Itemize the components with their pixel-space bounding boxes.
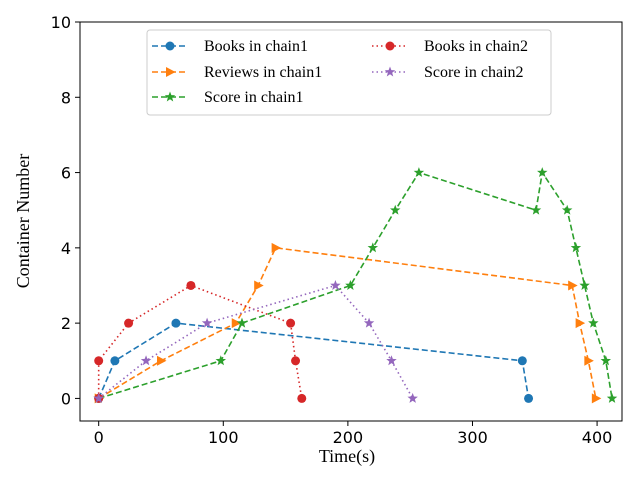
data-point [254, 280, 264, 291]
data-point [291, 356, 301, 366]
legend-entry: Books in chain2 [372, 38, 528, 55]
x-tick-label: 0 [94, 428, 104, 447]
y-tick-label: 6 [61, 164, 71, 183]
data-point [517, 356, 527, 366]
legend: Books in chain1 Reviews in chain1 Score in… [146, 29, 552, 116]
legend-entry: Score in chain2 [372, 64, 524, 81]
data-point [413, 167, 425, 178]
legend-entry: Score in chain1 [152, 89, 304, 106]
series-group [93, 167, 618, 403]
data-point [579, 279, 590, 290]
data-point [231, 318, 242, 329]
y-axis-label: Container Number [13, 154, 33, 288]
data-point [171, 318, 181, 328]
x-tick-label: 400 [582, 428, 613, 447]
data-point [584, 355, 594, 366]
data-point [606, 392, 618, 403]
data-point [156, 355, 167, 366]
x-tick-label: 200 [333, 428, 364, 447]
plot-area [79, 21, 623, 422]
y-tick-label: 2 [61, 314, 71, 333]
data-point [570, 242, 582, 253]
data-point [537, 167, 548, 178]
data-point [390, 204, 401, 215]
y-tick-label: 4 [61, 239, 71, 258]
x-tick-label: 100 [208, 428, 239, 447]
data-point [363, 317, 375, 328]
axis-ticks: 0 100 200 300 400 0 2 4 6 8 10 [51, 13, 613, 447]
data-point [588, 317, 599, 328]
data-point [561, 204, 573, 215]
data-point [524, 393, 534, 403]
data-point [94, 356, 104, 366]
data-point [93, 392, 104, 403]
series-group [94, 280, 307, 403]
data-point [367, 242, 379, 253]
legend-label: Books in chain2 [424, 38, 528, 55]
legend-marker [166, 67, 176, 77]
legend-marker [384, 66, 396, 77]
legend-label: Score in chain1 [204, 89, 304, 106]
data-point [530, 204, 542, 215]
data-point [591, 393, 602, 404]
legend-marker [385, 41, 395, 51]
data-point [271, 242, 282, 253]
legend-label: Reviews in chain1 [204, 64, 322, 81]
data-point [407, 392, 418, 403]
legend-label: Books in chain1 [204, 38, 308, 55]
data-point [575, 318, 586, 329]
legend-entry: Reviews in chain1 [152, 64, 322, 81]
legend-marker [164, 91, 176, 102]
data-point [140, 355, 152, 366]
y-tick-label: 0 [61, 389, 71, 408]
series-line [98, 246, 597, 400]
data-point [201, 317, 213, 328]
data-point [386, 355, 397, 366]
legend-label: Score in chain2 [424, 64, 524, 81]
y-tick-label: 10 [51, 13, 71, 32]
legend-marker [165, 41, 175, 51]
legend-box [146, 29, 552, 116]
data-point [345, 279, 356, 290]
data-point [600, 355, 612, 366]
series-line [98, 170, 613, 400]
series-group [93, 279, 418, 403]
data-point [110, 356, 120, 366]
series-layer [93, 167, 618, 404]
data-point [186, 280, 196, 290]
data-point [124, 318, 134, 328]
y-tick-label: 8 [61, 88, 71, 107]
x-tick-label: 300 [457, 428, 488, 447]
x-axis-label: Time(s) [319, 446, 375, 467]
data-point [286, 318, 296, 328]
data-point [568, 280, 578, 291]
data-point [330, 279, 341, 290]
data-point [236, 317, 248, 328]
data-point [297, 393, 307, 403]
data-point [215, 355, 227, 366]
series-line [97, 284, 303, 399]
legend-entry: Books in chain1 [152, 38, 308, 55]
